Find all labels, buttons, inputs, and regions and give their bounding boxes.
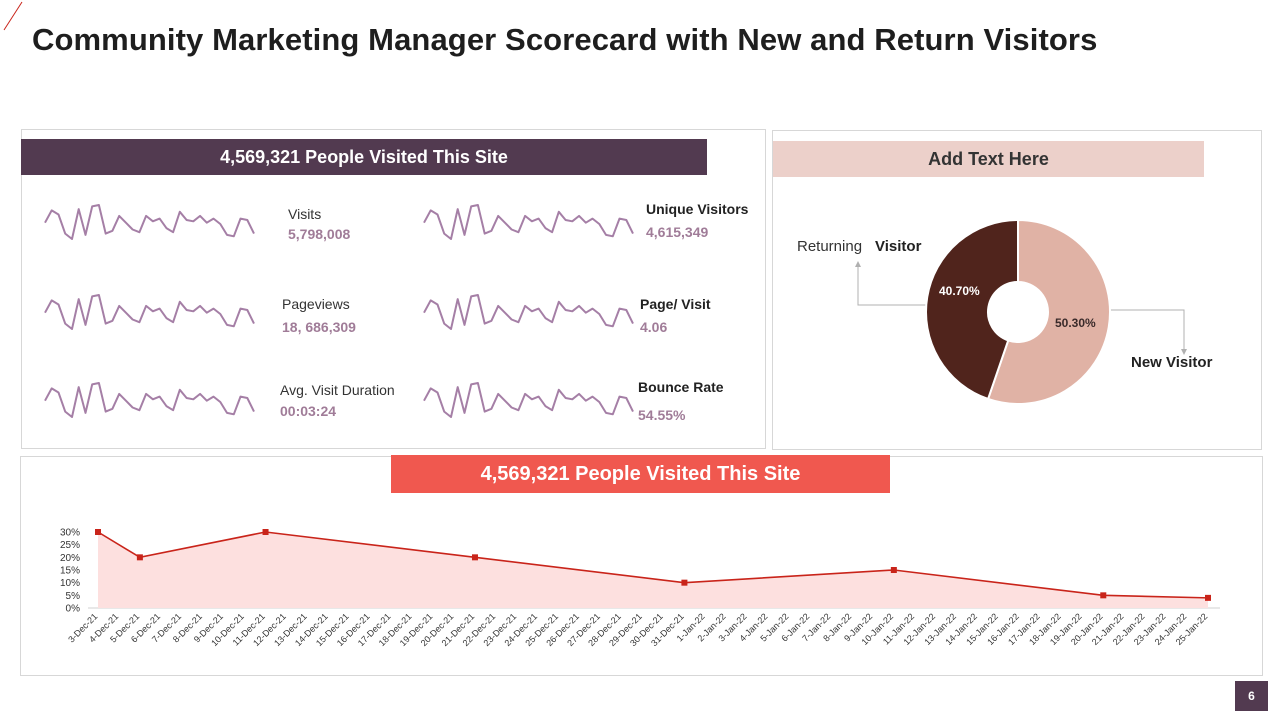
data-point [262,529,269,535]
metric-label-bounce-rate: Bounce Rate [638,379,724,395]
trend-banner: 4,569,321 People Visited This Site [391,455,890,493]
area-fill [98,532,1208,608]
y-tick-label: 15% [60,566,80,577]
returning-connector [857,264,926,306]
metric-value-unique-visitors: 4,615,349 [646,224,709,240]
sparkline-page-visit [423,294,634,330]
sparkline-path [44,204,255,240]
series-line [97,531,1209,599]
data-point [1100,592,1107,599]
metrics-banner: 4,569,321 People Visited This Site [21,139,707,175]
metric-label-avg-visit-duration: Avg. Visit Duration [280,382,395,398]
returning-connector-arrow [855,261,861,267]
data-point [471,554,478,561]
slice-label-new: 50.30% [1055,316,1096,330]
metric-value-page-visit: 4.06 [640,319,668,335]
sparkline-visits [44,204,255,240]
data-point [681,579,688,586]
sparkline-unique-visitors [423,204,634,240]
page-title: Community Marketing Manager Scorecard wi… [32,22,1098,57]
area-chart: 0%5%10%15%20%25%30%3-Dec-214-Dec-215-Dec… [60,528,1220,648]
sparkline-path [423,294,634,330]
data-point [890,567,897,573]
y-tick-label: 10% [60,578,80,589]
data-point [95,529,101,535]
sparkline-pageviews [44,294,255,330]
metric-label-page-visit: Page/ Visit [640,296,711,312]
data-point [1205,594,1211,601]
new-visitor-connector [1106,309,1185,352]
y-tick-label: 25% [60,540,80,551]
y-tick-label: 30% [60,528,80,539]
data-point [136,554,143,561]
pie-banner: Add Text Here [773,141,1204,177]
metric-label-pageviews: Pageviews [282,296,350,312]
sparkline-path [423,382,634,418]
page-number: 6 [1235,681,1268,711]
sparkline-path [423,204,634,240]
y-tick-label: 0% [66,604,81,615]
sparkline-path [44,294,255,330]
metric-value-pageviews: 18, 686,309 [282,319,356,335]
returning-visitor-label: Visitor [875,238,922,255]
sparkline-path [44,382,255,418]
metric-value-bounce-rate: 54.55% [638,407,686,423]
y-tick-label: 20% [60,553,80,564]
new-visitor-label: New Visitor [1131,354,1213,371]
y-tick-label: 5% [66,591,81,602]
new-visitor-connector-arrow [1181,349,1187,355]
pie-chart [855,218,1187,405]
metric-value-visits: 5,798,008 [288,226,351,242]
slice-label-returning: 40.70% [939,284,980,298]
sparkline-bounce-rate [423,382,634,418]
corner-decoration [3,1,23,31]
metric-label-unique-visitors: Unique Visitors [646,201,749,217]
sparkline-avg-visit-duration [44,382,255,418]
metric-label-visits: Visits [288,206,322,222]
returning-label: Returning [797,238,863,255]
metric-value-avg-visit-duration: 00:03:24 [280,403,337,419]
pie-slice-returning-visitor [925,218,1019,401]
